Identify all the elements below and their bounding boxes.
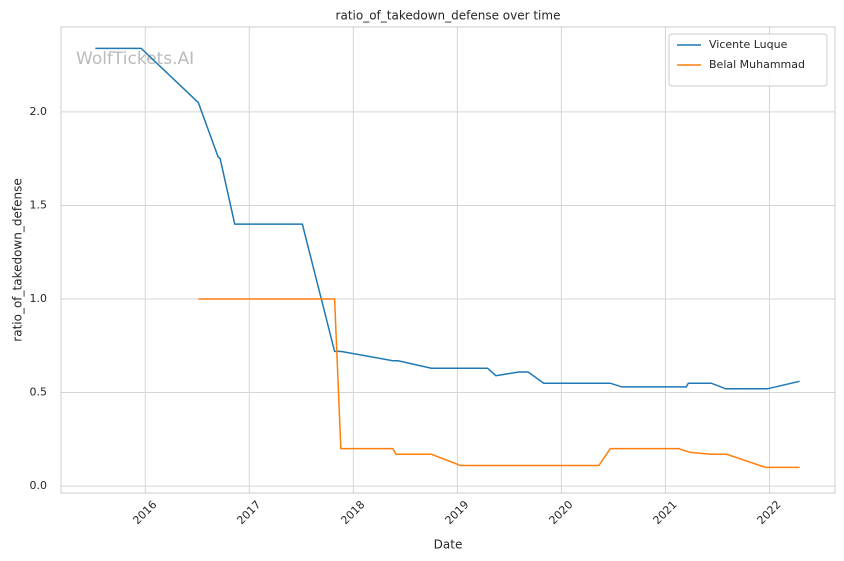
y-tick-label: 2.0 [30,105,48,118]
series-line [198,298,800,469]
legend-box [668,33,828,87]
watermark: WolfTickets.AI [76,49,194,69]
series-line [95,47,800,390]
y-tick-label: 1.0 [30,292,48,305]
y-tick-label: 0.0 [30,479,48,492]
x-axis-label: Date [434,538,463,552]
y-tick-label: 0.5 [30,386,48,399]
legend-label: Belal Muhammad [709,58,805,71]
chart-title: ratio_of_takedown_defense over time [336,9,561,23]
y-axis-label: ratio_of_takedown_defense [11,178,25,341]
legend-label: Vicente Luque [709,38,788,51]
plot-frame [60,26,836,494]
y-tick-label: 1.5 [30,198,48,211]
